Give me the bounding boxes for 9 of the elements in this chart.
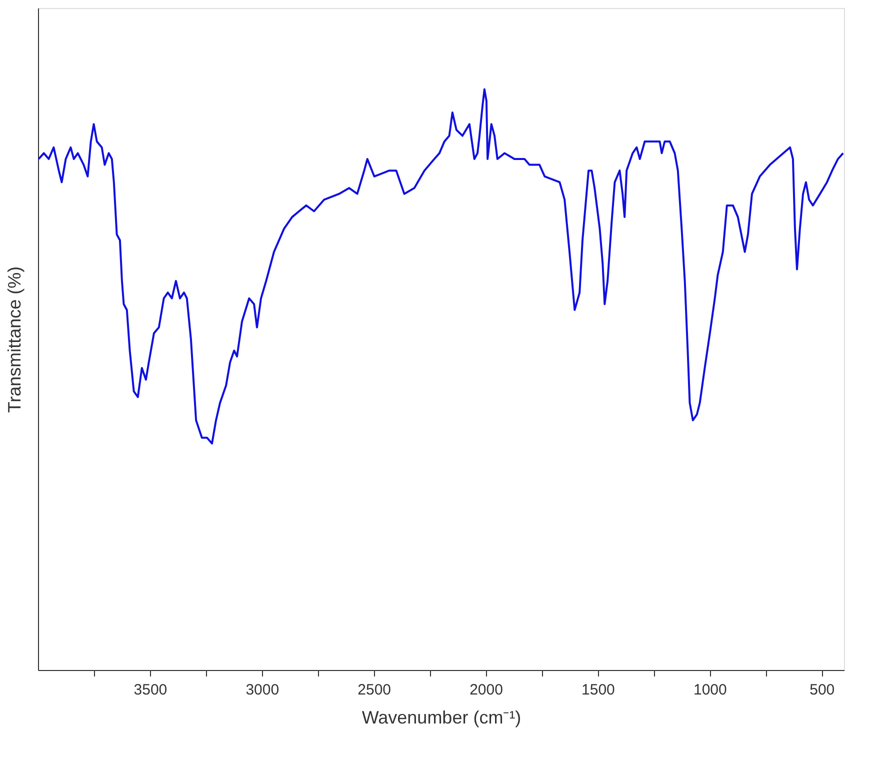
x-tick-label: 3000: [246, 682, 280, 698]
x-tick-label: 3500: [134, 682, 168, 698]
x-axis-title: Wavenumber (cm⁻¹): [362, 708, 522, 728]
x-tick-label: 500: [810, 682, 835, 698]
x-tick-label: 2500: [358, 682, 392, 698]
x-tick-label: 1500: [582, 682, 615, 698]
x-tick-label: 2000: [470, 682, 503, 698]
y-axis-title: Transmittance (%): [4, 266, 24, 413]
x-tick-label: 1000: [693, 682, 727, 698]
